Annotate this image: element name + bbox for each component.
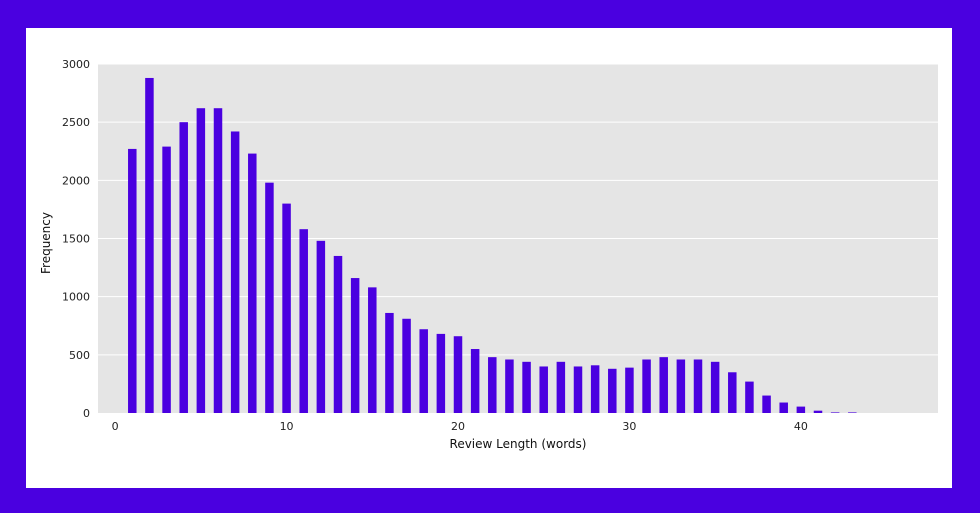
bar-7 bbox=[230, 131, 240, 413]
bar-23 bbox=[505, 359, 514, 413]
bar-18 bbox=[419, 329, 428, 413]
bar-25 bbox=[539, 366, 548, 413]
bar-24 bbox=[522, 361, 531, 413]
bar-27 bbox=[573, 366, 583, 413]
x-tick-label: 20 bbox=[451, 420, 465, 433]
bar-8 bbox=[248, 153, 257, 413]
bar-15 bbox=[368, 287, 377, 413]
x-tick-label: 10 bbox=[280, 420, 294, 433]
bar-42 bbox=[830, 412, 840, 413]
bar-33 bbox=[676, 359, 686, 413]
bar-34 bbox=[693, 359, 703, 413]
x-tick-label: 0 bbox=[112, 420, 119, 433]
chart-card: 0 500 1000 1500 2000 2500 3000 0 10 20 30 40 Revie… bbox=[26, 28, 952, 488]
bar-11 bbox=[299, 229, 308, 413]
bar-39 bbox=[779, 402, 788, 413]
bar-13 bbox=[333, 255, 343, 413]
y-tick-label: 1000 bbox=[62, 291, 90, 304]
bar-40 bbox=[796, 406, 806, 413]
x-axis-title: Review Length (words) bbox=[450, 437, 587, 451]
y-tick-label: 500 bbox=[69, 349, 90, 362]
bar-19 bbox=[436, 333, 446, 413]
bar-28 bbox=[590, 365, 600, 413]
bar-17 bbox=[402, 318, 411, 413]
bar-35 bbox=[710, 361, 720, 413]
bar-14 bbox=[350, 278, 360, 413]
bar-9 bbox=[265, 182, 274, 413]
bar-36 bbox=[728, 372, 737, 413]
bar-21 bbox=[470, 349, 480, 413]
x-tick-label: 30 bbox=[622, 420, 636, 433]
bar-2 bbox=[145, 77, 154, 414]
bar-16 bbox=[385, 312, 394, 413]
bar-20 bbox=[453, 336, 463, 413]
bars bbox=[128, 77, 857, 414]
bar-6 bbox=[213, 108, 223, 414]
bar-26 bbox=[556, 361, 566, 413]
x-tick-labels: 0 10 20 30 40 bbox=[112, 420, 808, 433]
bar-10 bbox=[282, 203, 291, 413]
bar-41 bbox=[813, 410, 823, 413]
frequency-bar-chart: 0 500 1000 1500 2000 2500 3000 0 10 20 30 40 Revie… bbox=[39, 58, 938, 451]
bar-31 bbox=[642, 359, 651, 413]
y-tick-label: 2000 bbox=[62, 174, 90, 187]
bar-4 bbox=[179, 122, 188, 414]
bar-29 bbox=[608, 368, 617, 413]
bar-43 bbox=[848, 412, 857, 413]
bar-32 bbox=[659, 357, 668, 413]
bar-5 bbox=[196, 108, 206, 414]
y-tick-label: 3000 bbox=[62, 58, 90, 71]
y-tick-label: 2500 bbox=[62, 116, 90, 129]
bar-1 bbox=[128, 148, 137, 414]
y-tick-label: 1500 bbox=[62, 233, 90, 246]
bar-3 bbox=[162, 146, 171, 413]
x-tick-label: 40 bbox=[794, 420, 808, 433]
bar-37 bbox=[745, 381, 754, 413]
bar-12 bbox=[316, 240, 326, 413]
y-tick-labels: 0 500 1000 1500 2000 2500 3000 bbox=[62, 58, 90, 420]
bar-30 bbox=[625, 367, 634, 413]
bar-22 bbox=[488, 357, 497, 413]
bar-38 bbox=[762, 395, 771, 413]
y-tick-label: 0 bbox=[83, 407, 90, 420]
y-axis-title: Frequency bbox=[39, 212, 53, 274]
